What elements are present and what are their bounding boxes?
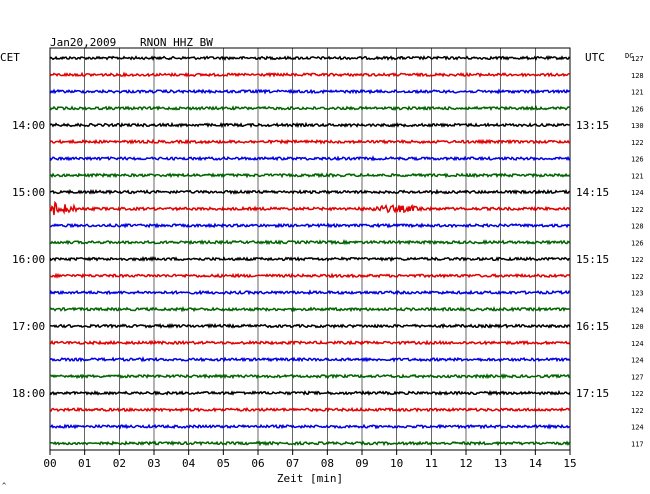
time-grid bbox=[49, 47, 571, 451]
trace-line bbox=[49, 272, 571, 279]
x-tick-label: 02 bbox=[113, 457, 126, 470]
dc-value: 126 bbox=[631, 239, 644, 247]
trace-line bbox=[49, 121, 571, 129]
trace-line bbox=[49, 305, 571, 313]
seismic-traces bbox=[49, 55, 571, 447]
cet-hour-label: 17:00 bbox=[12, 320, 45, 333]
trace-line bbox=[49, 440, 571, 447]
corner-mark: ^ bbox=[2, 482, 6, 490]
dc-value: 122 bbox=[631, 407, 644, 415]
trace-line bbox=[49, 200, 571, 216]
x-tick-label: 09 bbox=[355, 457, 368, 470]
x-tick-label: 10 bbox=[390, 457, 403, 470]
dc-value: 122 bbox=[631, 256, 644, 264]
station-title: RNON HHZ BW bbox=[140, 36, 213, 49]
trace-line bbox=[49, 55, 571, 61]
utc-hour-label: 17:15 bbox=[576, 387, 609, 400]
x-tick-label: 01 bbox=[78, 457, 91, 470]
dc-value: 127 bbox=[631, 55, 644, 63]
cet-hour-label: 18:00 bbox=[12, 387, 45, 400]
trace-line bbox=[49, 138, 571, 145]
date-title: Jan20,2009 bbox=[50, 36, 116, 49]
x-tick-label: 06 bbox=[251, 457, 264, 470]
dc-value: 120 bbox=[631, 323, 644, 331]
x-tick-label: 14 bbox=[529, 457, 543, 470]
dc-value: 124 bbox=[631, 340, 644, 348]
dc-value: 121 bbox=[631, 172, 644, 180]
dc-values: 127 128 121 126 130 122 126 121 124 122 128 126 122 1… bbox=[631, 55, 644, 448]
trace-line bbox=[49, 373, 571, 380]
dc-label: DC bbox=[625, 52, 633, 60]
x-axis-label: Zeit [min] bbox=[277, 472, 343, 485]
dc-value: 124 bbox=[631, 189, 644, 197]
utc-hour-labels: 13:15 14:15 15:15 16:15 17:15 bbox=[576, 119, 609, 400]
dc-value: 121 bbox=[631, 89, 644, 97]
plot-frame bbox=[49, 47, 571, 451]
trace-line bbox=[49, 88, 571, 95]
dc-value: 130 bbox=[631, 122, 644, 130]
x-tick-label: 05 bbox=[217, 457, 230, 470]
dc-value: 127 bbox=[631, 373, 644, 381]
x-tick-label: 03 bbox=[147, 457, 160, 470]
dc-value: 124 bbox=[631, 357, 644, 365]
trace-line bbox=[49, 155, 571, 162]
x-axis: 00 01 02 03 04 05 06 07 08 09 10 11 12 13 14 15 bbox=[43, 450, 577, 470]
trace-line bbox=[49, 105, 571, 112]
dc-value: 124 bbox=[631, 306, 644, 314]
dc-value: 128 bbox=[631, 72, 644, 80]
x-tick-label: 08 bbox=[321, 457, 334, 470]
utc-hour-label: 16:15 bbox=[576, 320, 609, 333]
x-tick-label: 07 bbox=[286, 457, 299, 470]
dc-value: 126 bbox=[631, 156, 644, 164]
dc-value: 126 bbox=[631, 105, 644, 113]
cet-label: CET bbox=[0, 51, 20, 64]
dc-value: 122 bbox=[631, 206, 644, 214]
trace-line bbox=[49, 172, 571, 179]
trace-line bbox=[49, 239, 571, 246]
dc-value: 124 bbox=[631, 424, 644, 432]
trace-line bbox=[49, 356, 571, 363]
utc-label: UTC bbox=[585, 51, 605, 64]
x-tick-label: 11 bbox=[425, 457, 438, 470]
x-tick-label: 15 bbox=[563, 457, 576, 470]
cet-hour-label: 16:00 bbox=[12, 253, 45, 266]
trace-line bbox=[49, 339, 571, 346]
trace-line bbox=[49, 188, 571, 196]
dc-value: 117 bbox=[631, 440, 644, 448]
utc-hour-label: 13:15 bbox=[576, 119, 609, 132]
trace-line bbox=[49, 389, 571, 397]
x-tick-label: 00 bbox=[43, 457, 56, 470]
x-tick-label: 12 bbox=[459, 457, 472, 470]
utc-hour-label: 15:15 bbox=[576, 253, 609, 266]
trace-line bbox=[49, 322, 571, 330]
cet-hour-label: 15:00 bbox=[12, 186, 45, 199]
dc-value: 128 bbox=[631, 223, 644, 231]
dc-value: 123 bbox=[631, 290, 644, 298]
x-tick-label: 13 bbox=[494, 457, 507, 470]
trace-line bbox=[49, 289, 571, 296]
trace-line bbox=[49, 406, 571, 413]
cet-hour-labels: 14:00 15:00 16:00 17:00 18:00 bbox=[12, 119, 45, 400]
cet-hour-label: 14:00 bbox=[12, 119, 45, 132]
dc-value: 122 bbox=[631, 390, 644, 398]
dc-value: 122 bbox=[631, 273, 644, 281]
x-tick-label: 04 bbox=[182, 457, 196, 470]
trace-line bbox=[49, 423, 571, 430]
trace-line bbox=[49, 255, 571, 263]
dc-value: 122 bbox=[631, 139, 644, 147]
trace-line bbox=[50, 222, 570, 229]
trace-line bbox=[49, 71, 570, 78]
utc-hour-label: 14:15 bbox=[576, 186, 609, 199]
